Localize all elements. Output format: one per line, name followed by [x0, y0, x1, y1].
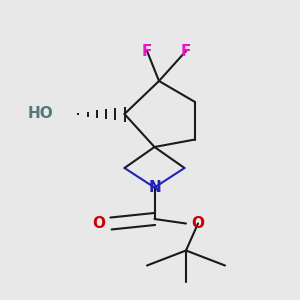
- Text: O: O: [92, 216, 106, 231]
- Text: F: F: [181, 44, 191, 59]
- Text: N: N: [148, 180, 161, 195]
- Text: F: F: [142, 44, 152, 59]
- Text: O: O: [191, 216, 205, 231]
- Text: HO: HO: [28, 106, 53, 122]
